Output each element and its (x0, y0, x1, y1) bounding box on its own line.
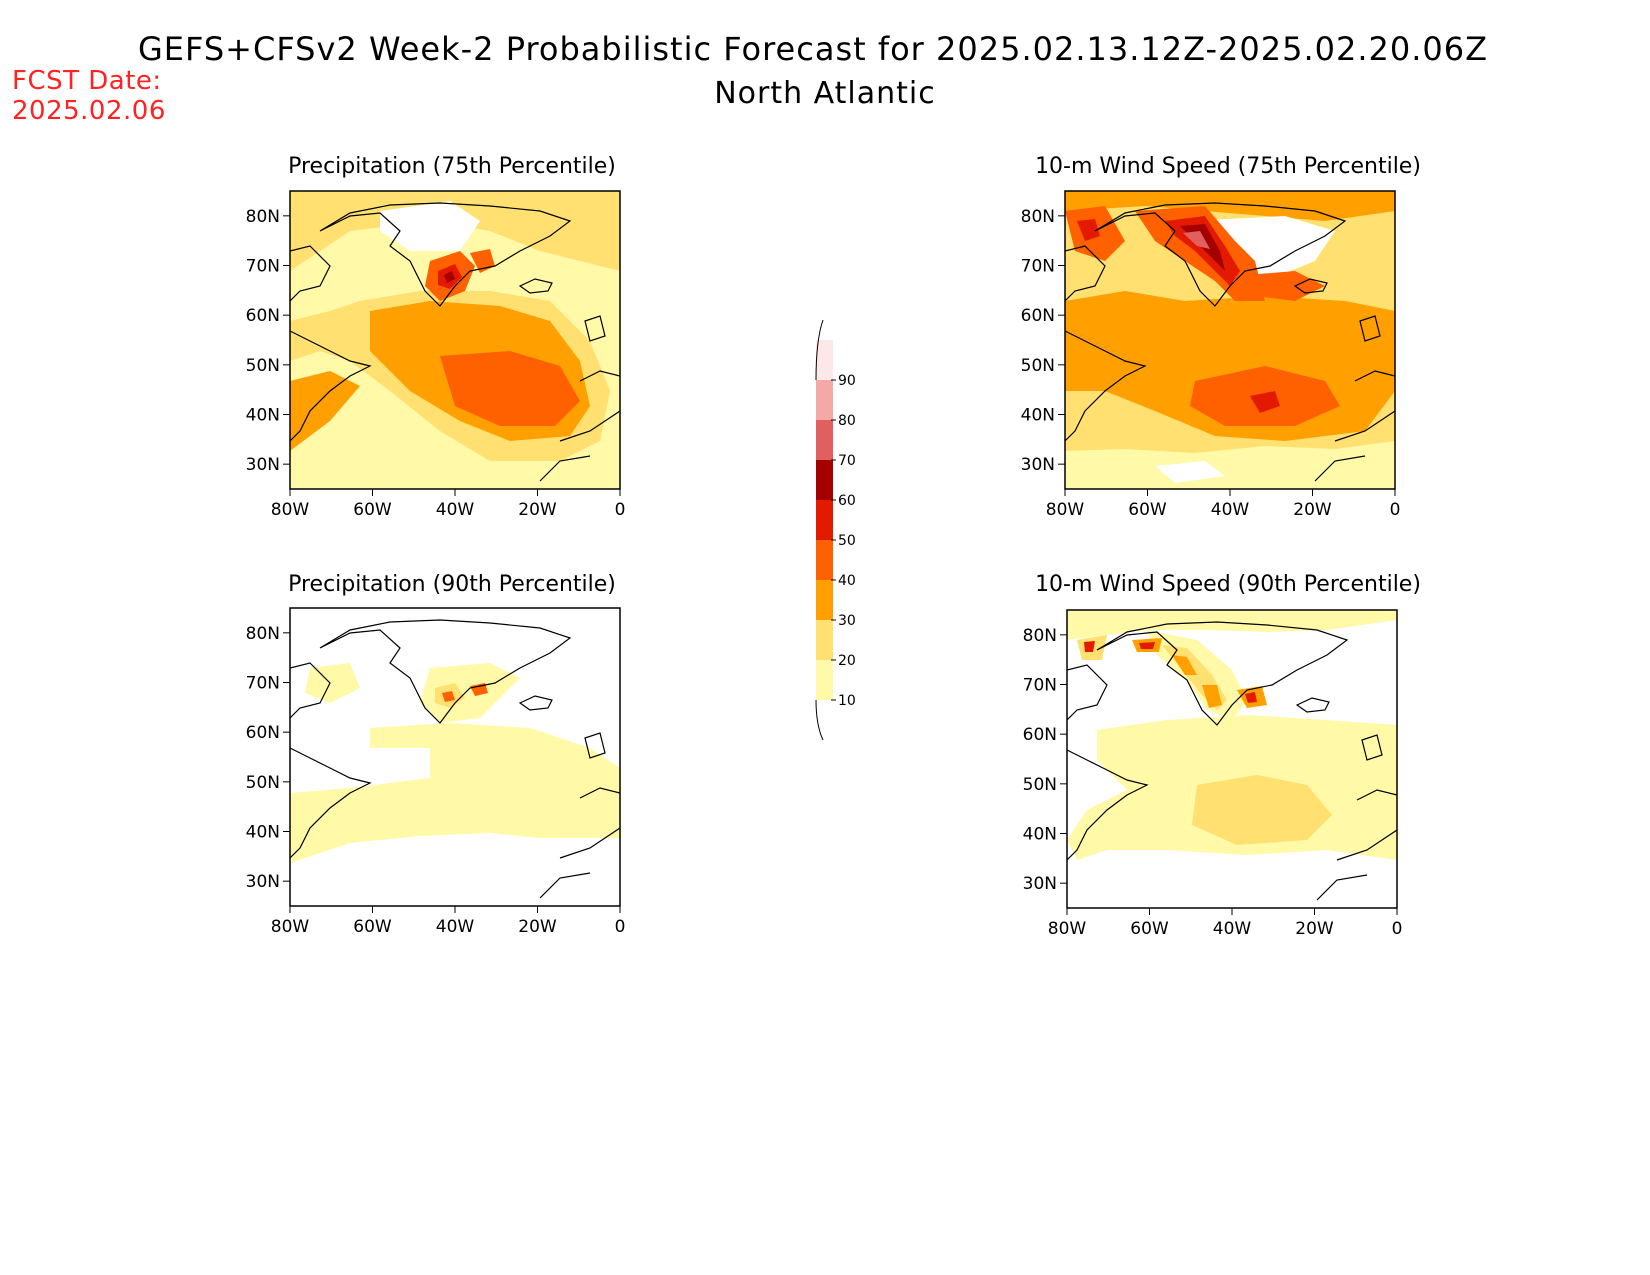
lon-label: 20W (1293, 500, 1332, 520)
lat-label: 40N (246, 406, 280, 426)
map-wind-75 (1065, 191, 1395, 489)
colorbar-swatch (816, 380, 833, 420)
colorbar-label: 50 (838, 533, 856, 549)
map-wind-90 (1067, 610, 1397, 908)
lon-label: 60W (353, 500, 392, 520)
lon-label: 20W (518, 500, 557, 520)
lon-label: 0 (615, 500, 626, 520)
lon-label: 80W (271, 500, 310, 520)
lat-label: 70N (1021, 257, 1055, 277)
lat-label: 70N (1023, 676, 1057, 696)
colorbar-label: 60 (838, 493, 856, 509)
lat-label: 50N (1023, 775, 1057, 795)
colorbar: 10 20 30 40 50 60 70 80 90 (815, 319, 856, 741)
lon-label: 0 (615, 917, 626, 937)
panel-precip-75: Precipitation (75th Percentile) (288, 154, 620, 489)
lat-label: 60N (246, 723, 280, 743)
panel-title: Precipitation (90th Percentile) (288, 572, 616, 597)
lon-label: 40W (436, 500, 475, 520)
panel-title: 10-m Wind Speed (90th Percentile) (1035, 572, 1421, 597)
colorbar-label: 20 (838, 653, 856, 669)
colorbar-swatch (816, 500, 833, 540)
lat-label: 30N (246, 455, 280, 475)
lat-label: 80N (1021, 207, 1055, 227)
lat-label: 60N (1021, 306, 1055, 326)
lat-label: 40N (1021, 406, 1055, 426)
panel-title: Precipitation (75th Percentile) (288, 154, 616, 179)
lon-label: 80W (1046, 500, 1085, 520)
colorbar-label: 30 (838, 613, 856, 629)
forecast-date-value: 2025.02.06 (12, 96, 166, 126)
lat-label: 60N (246, 306, 280, 326)
lon-label: 60W (1128, 500, 1167, 520)
colorbar-swatch (816, 580, 833, 620)
map-precip-90 (290, 608, 620, 906)
lon-label: 60W (1130, 919, 1169, 939)
lat-label: 50N (1021, 356, 1055, 376)
main-title: GEFS+CFSv2 Week-2 Probabilistic Forecast… (138, 30, 1489, 68)
colorbar-label: 90 (838, 373, 856, 389)
lon-label: 40W (436, 917, 475, 937)
lat-label: 60N (1023, 725, 1057, 745)
lat-label: 40N (246, 823, 280, 843)
lon-label: 20W (1295, 919, 1334, 939)
panel-wind-75: 10-m Wind Speed (75th Percentile) (1035, 154, 1421, 489)
lat-label: 70N (246, 674, 280, 694)
lon-label: 0 (1392, 919, 1403, 939)
colorbar-swatch (816, 340, 833, 380)
lat-label: 70N (246, 257, 280, 277)
lat-label: 30N (246, 872, 280, 892)
forecast-date-label: FCST Date: (12, 66, 162, 96)
lon-label: 40W (1211, 500, 1250, 520)
colorbar-label: 40 (838, 573, 856, 589)
colorbar-label: 10 (838, 693, 856, 709)
lat-label: 40N (1023, 825, 1057, 845)
colorbar-swatch (816, 420, 833, 460)
lat-label: 50N (246, 773, 280, 793)
lon-label: 80W (271, 917, 310, 937)
panel-title: 10-m Wind Speed (75th Percentile) (1035, 154, 1421, 179)
lon-label: 0 (1390, 500, 1401, 520)
panel-precip-90: Precipitation (90th Percentile) (288, 572, 620, 906)
colorbar-swatch (816, 620, 833, 660)
colorbar-label: 80 (838, 413, 856, 429)
colorbar-swatch (816, 660, 833, 700)
lat-label: 80N (246, 624, 280, 644)
lat-label: 30N (1021, 455, 1055, 475)
region-subtitle: North Atlantic (714, 76, 936, 111)
panel-wind-90: 10-m Wind Speed (90th Percentile) (1035, 572, 1421, 908)
colorbar-label: 70 (838, 453, 856, 469)
lat-label: 30N (1023, 874, 1057, 894)
axes-layer: 80N 70N 60N 50N 40N 30N 80W 60W 40W 20W 0 80N 70N 60N… (246, 190, 1403, 939)
lat-label: 50N (246, 356, 280, 376)
colorbar-swatch (816, 460, 833, 500)
colorbar-outline (815, 319, 824, 741)
lat-label: 80N (1023, 626, 1057, 646)
map-precip-75 (290, 191, 620, 489)
lat-label: 80N (246, 207, 280, 227)
colorbar-swatch (816, 540, 833, 580)
lon-label: 40W (1213, 919, 1252, 939)
lon-label: 80W (1048, 919, 1087, 939)
lon-label: 20W (518, 917, 557, 937)
lon-label: 60W (353, 917, 392, 937)
